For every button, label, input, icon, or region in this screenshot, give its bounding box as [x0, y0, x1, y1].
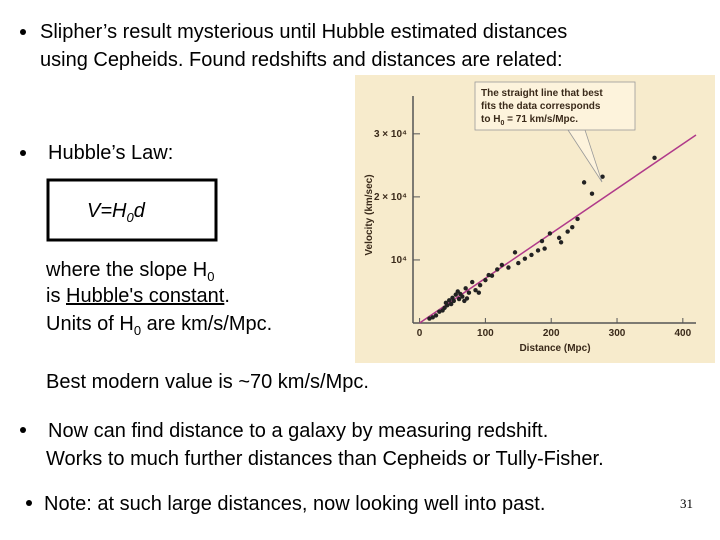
bullet-text: Hubble’s Law: [48, 142, 173, 164]
y-tick-label: 3 × 10⁴ [374, 129, 407, 140]
x-tick-label: 400 [674, 328, 691, 339]
x-axis-label: Distance (Mpc) [519, 343, 590, 354]
point [458, 291, 463, 297]
annotation-box [474, 81, 636, 131]
bullet [20, 427, 26, 433]
y-tick-label: 2 × 10⁴ [374, 192, 407, 203]
text: is Hubble's constant. [46, 285, 230, 307]
text: Units of H0 are km/s/Mpc. [46, 313, 272, 338]
point [476, 290, 482, 295]
x-tick-label: 0 [417, 328, 423, 339]
point [575, 216, 580, 222]
bullet-text: Works to much further distances than Cep… [46, 448, 604, 470]
x-tick-label: 200 [543, 328, 560, 339]
point [489, 273, 495, 278]
bullet [26, 500, 32, 506]
bullet-text: Now can find distance to a galaxy by mea… [48, 420, 548, 442]
point [558, 240, 564, 245]
point [652, 155, 657, 160]
point [470, 279, 475, 285]
point [437, 309, 442, 314]
bullet-text: Note: at such large distances, now looki… [44, 493, 545, 515]
point [556, 235, 562, 241]
annotation-part: = 71 km/s/Mpc. [504, 114, 578, 125]
x-tick-label: 300 [609, 328, 626, 339]
point [581, 180, 587, 185]
chart: 0 100 200 300 400 10⁴ 2 × 10⁴ 3 × 10⁴ Distance (… [364, 81, 697, 354]
y-tick-label: 10⁴ [391, 255, 407, 266]
point [486, 272, 491, 278]
page-number: 31 [680, 496, 693, 511]
bullet [20, 29, 26, 35]
point [473, 288, 478, 293]
point [433, 313, 439, 318]
annotation-part: to H [481, 114, 500, 125]
point [516, 260, 521, 266]
point [477, 282, 483, 288]
point [565, 229, 570, 234]
text: where the slope H0 [45, 259, 214, 284]
point [466, 290, 472, 295]
bullet [20, 150, 26, 156]
point [542, 246, 547, 251]
point [535, 248, 541, 253]
point [453, 292, 458, 297]
annotation-text: to H0 = 71 km/s/Mpc. [481, 114, 578, 127]
y-axis-label: Velocity (km/sec) [364, 174, 375, 255]
annotation-part: 0 [500, 120, 504, 127]
point [570, 224, 575, 230]
point [495, 267, 500, 272]
point [446, 298, 452, 303]
point [522, 256, 528, 261]
point [506, 265, 511, 270]
point [589, 191, 595, 196]
point [456, 296, 462, 302]
annotation-text: fits the data corresponds [481, 101, 601, 112]
equation: V=H0d [87, 200, 146, 225]
point [529, 252, 534, 258]
point [463, 286, 468, 291]
point [443, 300, 449, 306]
bullet-text: using Cepheids. Found redshifts and dist… [40, 49, 563, 71]
point [600, 174, 605, 179]
text: Best modern value is ~70 km/s/Mpc. [46, 371, 369, 393]
point [539, 238, 545, 244]
x-tick-label: 100 [477, 328, 494, 339]
bullet-text: Slipher’s result mysterious until Hubble… [40, 21, 567, 43]
equation-box [46, 178, 218, 242]
fit-line [419, 134, 697, 324]
point [499, 262, 505, 268]
point [427, 316, 432, 321]
point [483, 277, 488, 283]
point [547, 231, 553, 236]
point [464, 296, 470, 301]
point [512, 250, 518, 255]
point [450, 295, 455, 300]
point [448, 301, 454, 307]
annotation-text: The straight line that best [481, 88, 603, 99]
